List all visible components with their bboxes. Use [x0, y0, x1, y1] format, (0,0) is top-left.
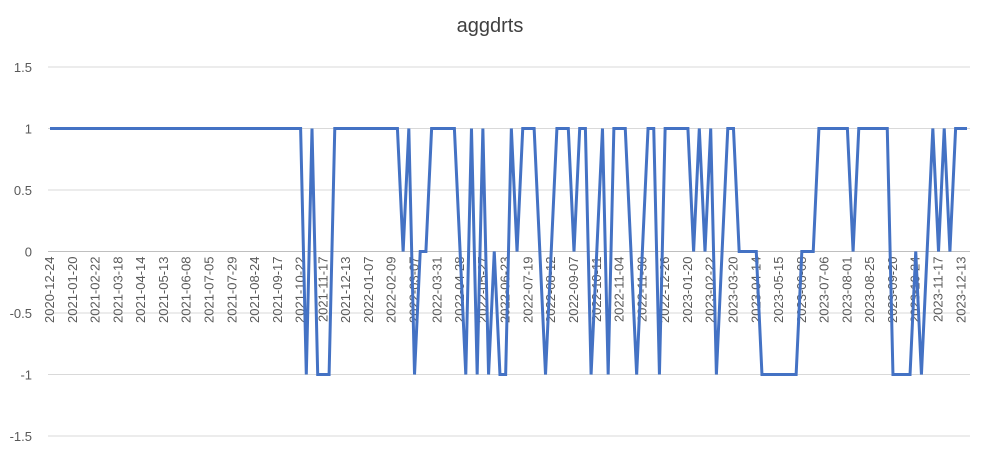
y-tick-label: 1.5	[14, 60, 32, 75]
x-tick-label: 2023-08-01	[839, 257, 854, 324]
x-tick-label: 2022-02-09	[384, 257, 399, 324]
x-tick-label: 2021-02-22	[88, 257, 103, 324]
x-tick-label: 2021-01-20	[65, 257, 80, 324]
x-tick-label: 2021-06-08	[179, 257, 194, 324]
x-tick-label: 2020-12-24	[42, 257, 57, 324]
y-tick-label: 0.5	[14, 183, 32, 198]
x-tick-label: 2023-03-20	[725, 257, 740, 324]
x-tick-label: 2021-09-17	[270, 257, 285, 324]
x-tick-label: 2023-07-06	[817, 257, 832, 324]
data-line	[50, 127, 967, 376]
x-tick-label: 2023-01-20	[680, 257, 695, 324]
y-tick-label: -0.5	[10, 306, 32, 321]
x-tick-label: 2021-08-24	[247, 257, 262, 324]
y-tick-label: 1	[25, 122, 32, 137]
x-tick-label: 2021-05-13	[156, 257, 171, 324]
chart-title: aggdrts	[457, 15, 524, 37]
x-tick-label: 2022-03-31	[429, 257, 444, 324]
x-tick-label: 2023-12-13	[953, 257, 968, 324]
x-tick-label: 2023-08-25	[862, 257, 877, 324]
x-tick-label: 2021-07-05	[201, 257, 216, 324]
x-tick-label: 2022-07-19	[520, 257, 535, 324]
x-tick-label: 2022-09-07	[566, 257, 581, 324]
x-tick-label: 2022-01-07	[361, 257, 376, 324]
x-tick-label: 2023-11-17	[931, 257, 946, 323]
y-tick-label: -1	[20, 368, 32, 383]
x-tick-label: 2021-03-18	[110, 257, 125, 324]
x-tick-label: 2023-05-15	[771, 257, 786, 324]
y-tick-label: 0	[25, 245, 32, 260]
x-tick-label: 2021-04-14	[133, 257, 148, 324]
x-tick-label: 2022-06-23	[498, 257, 513, 324]
x-tick-label: 2021-11-17	[315, 257, 330, 323]
x-tick-label: 2021-07-29	[224, 257, 239, 324]
x-tick-label: 2022-11-04	[612, 257, 627, 323]
x-tick-label: 2021-12-13	[338, 257, 353, 324]
y-tick-label: -1.5	[10, 429, 32, 444]
